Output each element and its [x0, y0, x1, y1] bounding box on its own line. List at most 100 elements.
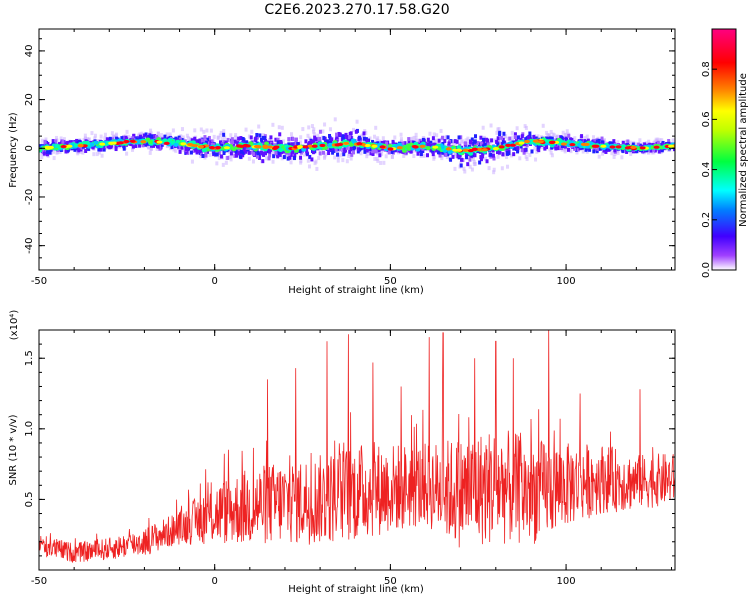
spectrogram-cell	[341, 134, 345, 139]
spectrogram-hotspot	[600, 144, 607, 148]
spectrogram-cell	[443, 139, 447, 144]
spectrogram-cell	[518, 156, 522, 161]
spectrogram-cell	[229, 157, 233, 162]
spectrogram-cell	[399, 132, 403, 137]
spectrogram-hotspot	[462, 148, 469, 152]
spectrogram-cell	[405, 143, 411, 148]
spectrogram-cell	[205, 128, 209, 133]
spectrogram-cell	[370, 149, 374, 154]
spectrogram-cell	[436, 150, 440, 155]
spectrogram-cell	[158, 146, 162, 151]
spectrogram-hotspot	[244, 144, 251, 148]
spectrogram-cell	[496, 136, 500, 141]
spectrogram-cell	[254, 136, 258, 141]
spectrogram-cell	[77, 148, 81, 153]
spectrogram-axes: -50 0 50 100 -40 -20 0 20 40	[24, 29, 675, 287]
spectrogram-cell	[565, 145, 569, 150]
spectrogram-cell	[120, 136, 124, 141]
spectrogram-hotspot	[117, 141, 124, 145]
spectrogram-cell	[470, 167, 474, 172]
spectrogram-cell	[414, 132, 418, 137]
spectrogram-cell	[576, 142, 582, 147]
spectrogram-cell	[359, 151, 363, 156]
spectrogram-cell	[459, 157, 463, 162]
spectrogram-cell	[218, 133, 222, 138]
spectrogram-cell	[462, 166, 466, 171]
spectrogram-cell	[216, 135, 220, 140]
spectrogram-cell	[261, 159, 265, 164]
spectrogram-cell	[588, 147, 592, 152]
spectrogram-cell	[561, 144, 565, 149]
spectrogram-cell	[105, 137, 109, 142]
spectrogram-cell	[391, 139, 395, 144]
spectrogram-cell	[463, 141, 467, 146]
spectrogram-cell	[339, 153, 343, 158]
spectrogram-cell	[125, 151, 129, 156]
spectrogram-cell	[153, 134, 157, 139]
spectrogram-cell	[335, 132, 339, 137]
spectrogram-cell	[523, 124, 527, 129]
spectrogram-cell	[66, 140, 70, 145]
spectrogram-hotspot	[609, 145, 616, 149]
spectrogram-x-tick-label: 0	[212, 276, 218, 287]
spectrogram-hotspot	[334, 143, 341, 147]
spectrogram-cell	[304, 146, 308, 151]
spectrogram-cell	[212, 151, 216, 156]
spectrogram-cell	[516, 149, 520, 154]
spectrogram-cell	[548, 147, 552, 152]
spectrogram-cell	[491, 153, 495, 158]
spectrogram-cell	[515, 135, 519, 140]
spectrogram-cell	[432, 155, 436, 160]
spectrogram-cell	[160, 133, 164, 138]
spectrogram-cell	[638, 138, 642, 143]
spectrogram-cell	[504, 134, 508, 139]
spectrogram-cell	[222, 129, 226, 134]
spectrogram-cell	[343, 148, 347, 153]
spectrogram-cell	[75, 138, 79, 143]
spectrogram-cell	[331, 150, 335, 155]
spectrogram-cell	[61, 139, 65, 144]
spectrogram-cell	[535, 149, 539, 154]
spectrogram-cell	[299, 155, 303, 160]
spectrogram-panel: -50 0 50 100 -40 -20 0 20 40 Height of straight …	[8, 28, 676, 296]
spectrogram-cell	[629, 152, 633, 157]
spectrogram-cell	[323, 122, 327, 127]
spectrogram-cell	[283, 149, 287, 154]
spectrogram-cell	[563, 149, 567, 154]
spectrogram-cell	[219, 130, 223, 135]
spectrogram-cell	[469, 140, 473, 145]
spectrogram-cell	[357, 135, 361, 140]
spectrogram-cell	[311, 150, 315, 155]
spectrogram-cell	[290, 142, 294, 147]
spectrogram-cell	[526, 137, 530, 142]
spectrogram-cell	[149, 146, 153, 151]
spectrogram-cell	[530, 149, 534, 154]
spectrogram-cell	[488, 141, 492, 146]
spectrogram-cell	[202, 129, 206, 134]
spectrogram-cell	[583, 136, 587, 141]
spectrogram-cell	[57, 142, 61, 147]
spectrogram-cell	[478, 160, 482, 165]
spectrogram-cell	[306, 158, 310, 163]
spectrogram-cell	[375, 138, 379, 143]
spectrogram-cell	[307, 125, 311, 130]
spectrogram-cell	[206, 141, 210, 146]
spectrogram-cell	[261, 152, 265, 157]
spectrogram-cell	[451, 141, 455, 146]
spectrogram-cell	[524, 137, 528, 142]
spectrogram-cell	[184, 149, 188, 154]
spectrogram-cell	[313, 161, 317, 166]
spectrogram-cell	[310, 157, 314, 162]
spectrogram-cell	[255, 135, 259, 140]
spectrogram-cell	[334, 147, 338, 152]
spectrogram-cell	[168, 146, 172, 151]
spectrogram-cell	[489, 123, 493, 128]
spectrogram-cell	[385, 141, 389, 146]
spectrogram-cell	[473, 134, 477, 139]
spectrogram-cell	[318, 151, 322, 156]
spectrogram-cell	[438, 153, 442, 158]
spectrogram-cell	[459, 135, 463, 140]
spectrogram-cell	[592, 149, 596, 154]
spectrogram-cell	[317, 156, 321, 161]
spectrogram-cell	[379, 160, 383, 165]
